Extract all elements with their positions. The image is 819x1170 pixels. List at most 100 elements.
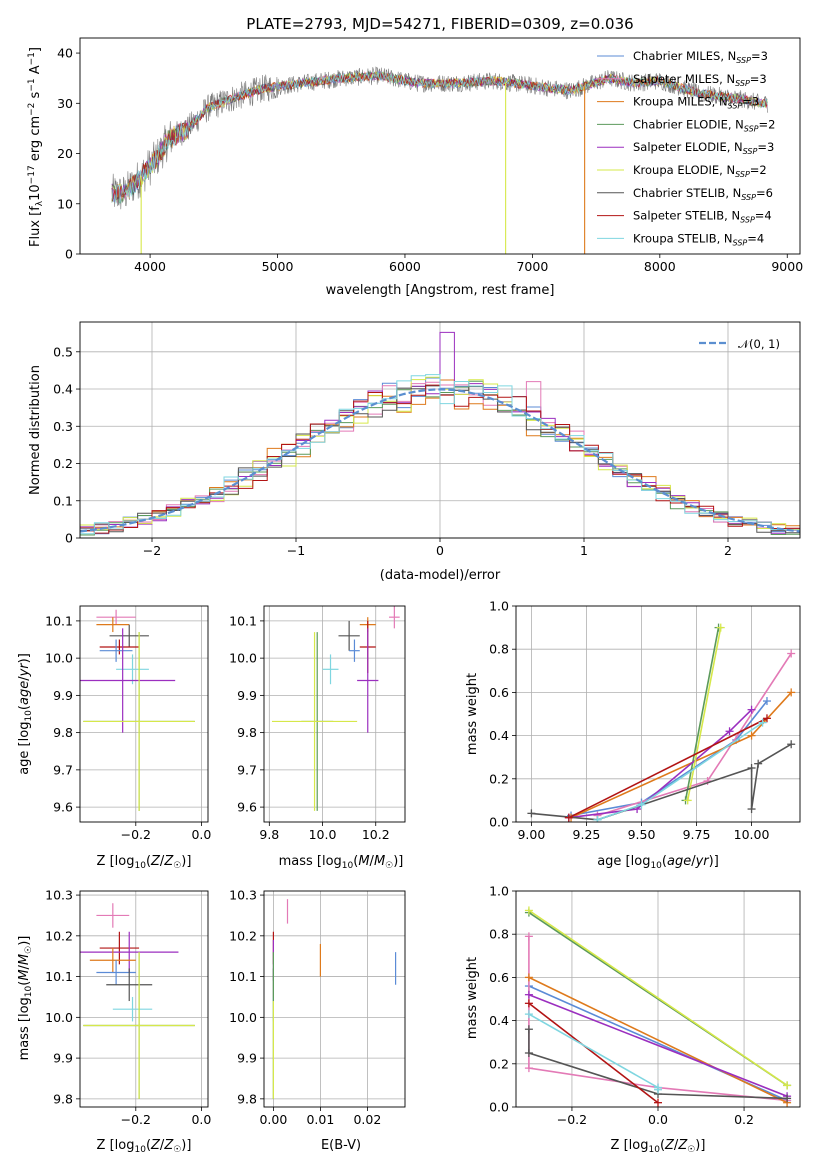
x-tick-label: 0.0 <box>191 1112 211 1127</box>
z-age-panel: Z [log10(Z/Z☉)] age [log10(age/yr)] −0.2… <box>17 605 211 871</box>
y-tick-label: 0.8 <box>489 927 509 942</box>
series-marker <box>564 813 573 822</box>
y-tick-label: 0.8 <box>489 642 509 657</box>
series-marker <box>762 714 771 723</box>
errorbar-point <box>99 931 140 965</box>
errorbar-points <box>80 903 195 1099</box>
series-line-kroupa_elodie <box>686 627 722 801</box>
legend-label-tail: =3 <box>757 140 774 154</box>
series-marker <box>758 718 767 727</box>
y-tick-label: 10.1 <box>45 969 73 984</box>
gaussian-curve <box>80 388 800 533</box>
y-tick-label: 10.2 <box>45 928 73 943</box>
legend-label: Chabrier ELODIE, NSSP=2 <box>633 117 775 133</box>
x-tick-label: −0.2 <box>121 1112 151 1127</box>
series-line-salpeter_elodie <box>528 993 788 1097</box>
y-tick-label: 10.1 <box>229 969 257 984</box>
y-tick-label: 0.4 <box>489 728 509 743</box>
errorbar-point <box>109 624 149 647</box>
x-tick-label: 0 <box>436 543 444 558</box>
errorbar-point <box>83 952 195 1099</box>
errorbar-point <box>322 654 339 685</box>
legend-label: Salpeter MILES, NSSP=3 <box>633 72 767 88</box>
errorbar-point <box>106 968 153 1002</box>
z-mass-xlabel: Z [log10(Z/Z☉)] <box>97 1138 192 1155</box>
z-weight-xlabel: Z [log10(Z/Z☉)] <box>611 1138 706 1155</box>
legend-label-tail: =4 <box>747 231 764 245</box>
z-mass-ylabel: mass [log10(M/M☉)] <box>17 936 34 1061</box>
y-tick-label: 10 <box>57 196 73 211</box>
x-tick-label: 1 <box>580 543 588 558</box>
axes-frame <box>79 605 209 823</box>
y-tick-label: 9.9 <box>237 688 257 703</box>
series-marker <box>747 805 756 814</box>
residuals-ylabel: Normed distribution <box>28 365 43 495</box>
y-tick-label: 0.1 <box>53 493 73 508</box>
legend-label-sub: SSP <box>735 79 750 88</box>
legend-label-text: Chabrier ELODIE, N <box>633 117 744 131</box>
y-tick-label: 40 <box>57 46 73 61</box>
y-tick-label: 9.8 <box>237 725 257 740</box>
legend-label: Kroupa STELIB, NSSP=4 <box>633 231 764 247</box>
y-tick-label: 10.1 <box>229 613 257 628</box>
series-line-kroupa_miles <box>528 976 788 1104</box>
plot-area <box>80 38 800 254</box>
ylabel-sup: −1 <box>27 52 37 65</box>
legend-label-tail: =3 <box>750 72 767 86</box>
mass-age-panel: mass [log10(M/M☉)] 9.8 10.0 10.2 9.6 9.7 9.8 9… <box>229 605 406 871</box>
plot-area <box>80 606 208 822</box>
series-marker <box>747 705 756 714</box>
y-tick-label: 10.1 <box>45 613 73 628</box>
x-tick-label: 9.8 <box>259 827 279 842</box>
legend-label: 𝒩(0, 1) <box>738 337 780 351</box>
series-marker <box>524 1064 533 1073</box>
z-age-ylabel: age [log10(age/yr)] <box>17 653 34 775</box>
series-marker <box>754 759 763 768</box>
legend-label-text: Chabrier MILES, N <box>633 49 736 63</box>
y-tick-label: 0.6 <box>489 685 509 700</box>
weight-series <box>527 623 796 822</box>
legend-label-text: Salpeter STELIB, N <box>633 209 740 223</box>
x-tick-label: 8000 <box>644 259 676 274</box>
y-tick-label: 30 <box>57 96 73 111</box>
ylabel-sup: −2 <box>27 103 37 116</box>
errorbar-points <box>271 606 400 811</box>
x-tick-label: 9.75 <box>683 827 711 842</box>
y-tick-label: 10.0 <box>229 651 257 666</box>
series-line-chabrier_stelib <box>528 1029 788 1100</box>
y-tick-label: 20 <box>57 146 73 161</box>
y-tick-label: 0.4 <box>53 382 73 397</box>
series-marker <box>524 1025 533 1034</box>
series-marker <box>783 1094 792 1103</box>
age-weight-xlabel: age [log10(age/yr)] <box>597 854 719 871</box>
errorbar-point <box>80 931 179 973</box>
spectrum-panel: PLATE=2793, MJD=54271, FIBERID=0309, z=0… <box>27 15 803 298</box>
series-marker <box>654 1098 662 1107</box>
plot-area <box>516 606 800 822</box>
series-marker <box>787 740 796 749</box>
y-tick-label: 9.8 <box>53 1091 73 1106</box>
axes-frame <box>79 37 801 255</box>
series-marker <box>747 731 756 740</box>
y-tick-label: 0.2 <box>489 1056 509 1071</box>
legend-label-sub: SSP <box>736 56 751 65</box>
series-marker <box>527 809 536 818</box>
y-tick-label: 0.3 <box>53 419 73 434</box>
axes-frame <box>515 890 801 1108</box>
legend-label: Kroupa ELODIE, NSSP=2 <box>633 163 767 179</box>
y-tick-label: 0.0 <box>489 1100 509 1115</box>
errorbar-point <box>349 639 360 662</box>
y-tick-label: 10.3 <box>45 888 73 903</box>
series-marker <box>747 764 756 772</box>
series-line-salpeter_stelib <box>568 717 768 819</box>
series-line-salpeter_elodie <box>568 709 753 819</box>
errorbar-points <box>80 609 195 811</box>
x-tick-label: −1 <box>287 543 305 558</box>
x-tick-label: 0.2 <box>734 1112 754 1127</box>
legend-label: Kroupa MILES, NSSP=3 <box>633 95 759 111</box>
z-weight-panel: Z [log10(Z/Z☉)] mass weight −0.2 0.0 0.2 0.… <box>465 884 801 1155</box>
y-tick-label: 0.6 <box>489 970 509 985</box>
y-tick-label: 0.2 <box>53 456 73 471</box>
y-tick-label: 10.2 <box>229 928 257 943</box>
